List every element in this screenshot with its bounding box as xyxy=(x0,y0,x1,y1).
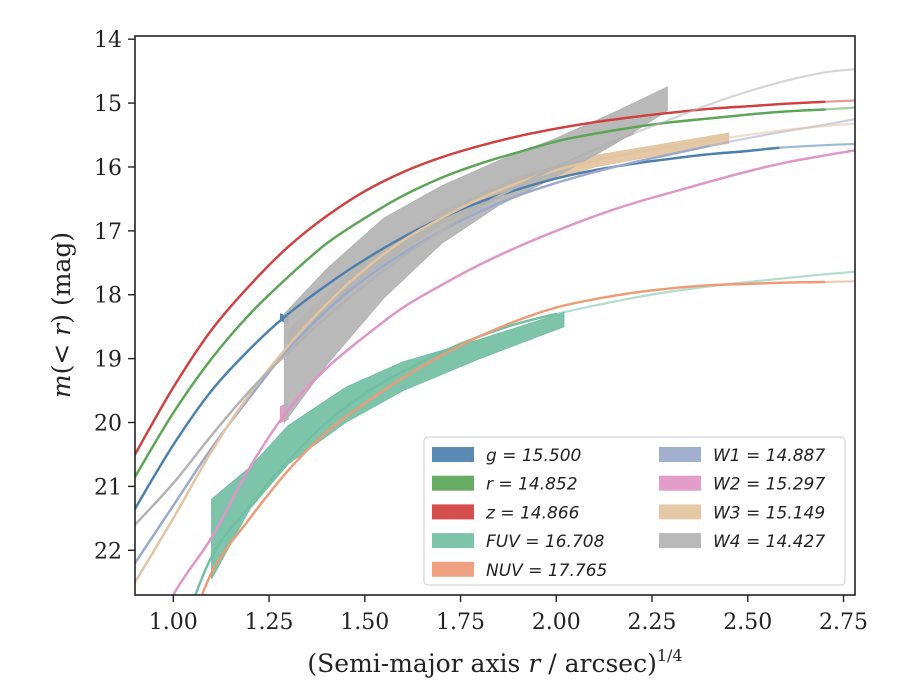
series-nuv-line xyxy=(200,280,826,595)
x-tick-label: 2.50 xyxy=(723,610,772,635)
x-tick-label: 2.75 xyxy=(819,610,868,635)
x-axis: 1.00 1.25 1.50 1.75 2.00 2.25 2.50 2.75 xyxy=(149,595,868,635)
uncertainty-bands xyxy=(211,86,730,580)
legend-swatch-fuv xyxy=(432,533,474,549)
x-tick-label: 1.00 xyxy=(149,610,198,635)
series-lines xyxy=(135,68,855,595)
legend-label-g: g = 15.500 xyxy=(486,446,581,466)
legend-swatch-nuv xyxy=(432,561,474,577)
x-tick-label: 2.25 xyxy=(628,610,677,635)
series-z-line xyxy=(135,100,826,456)
series-w2-extrapolated-line xyxy=(172,149,855,595)
y-axis: 14 15 16 17 18 19 20 21 22 xyxy=(94,28,135,564)
series-r-line xyxy=(135,108,826,478)
legend-swatch-w1 xyxy=(659,447,701,462)
y-tick-label: 14 xyxy=(94,28,122,53)
legend-label-nuv: NUV = 17.765 xyxy=(486,561,607,581)
legend-swatch-g xyxy=(432,447,474,462)
y-tick-label: 18 xyxy=(94,284,122,309)
legend-swatch-r xyxy=(432,475,474,491)
legend-label-z: z = 14.866 xyxy=(485,503,580,523)
plot-frame xyxy=(134,35,856,596)
series-w4-line xyxy=(135,132,635,526)
x-axis-label: (Semi-major axis r / arcsec)1/4 xyxy=(307,646,682,678)
legend-label-fuv: FUV = 16.708 xyxy=(486,532,605,552)
y-tick-label: 20 xyxy=(94,412,122,437)
y-tick-label: 17 xyxy=(94,220,122,245)
y-tick-label: 16 xyxy=(94,156,122,181)
x-tick-label: 1.50 xyxy=(340,610,389,635)
y-axis-label: m(< r) (mag) xyxy=(47,232,76,398)
legend-frame xyxy=(423,436,846,586)
y-tick-label: 15 xyxy=(94,92,122,117)
legend-swatch-w2 xyxy=(659,475,701,491)
legend-items: g = 15.500 r = 14.852 z = 14.866 FUV = 16.7… xyxy=(432,446,825,581)
legend-label-w4: W4 = 14.427 xyxy=(713,532,825,552)
series-fuv-band xyxy=(211,311,565,580)
legend-label-w1: W1 = 14.887 xyxy=(713,446,825,466)
y-tick-label: 19 xyxy=(94,348,122,373)
legend-swatch-w4 xyxy=(659,533,701,549)
legend-label-r: r = 14.852 xyxy=(486,475,578,495)
x-tick-label: 1.25 xyxy=(245,610,294,635)
legend-label-w3: W3 = 15.149 xyxy=(713,503,825,523)
legend-swatch-z xyxy=(432,504,474,520)
series-w2-line xyxy=(171,149,855,595)
y-tick-label: 21 xyxy=(94,475,122,500)
series-w4-band xyxy=(283,86,668,425)
legend: g = 15.500 r = 14.852 z = 14.866 FUV = 16.7… xyxy=(423,436,846,586)
legend-label-w2: W2 = 15.297 xyxy=(713,475,825,495)
x-tick-label: 2.00 xyxy=(532,610,581,635)
series-w3-line xyxy=(135,138,711,584)
y-tick-label: 22 xyxy=(94,539,122,564)
legend-swatch-w3 xyxy=(659,504,701,520)
x-tick-label: 1.75 xyxy=(436,610,485,635)
